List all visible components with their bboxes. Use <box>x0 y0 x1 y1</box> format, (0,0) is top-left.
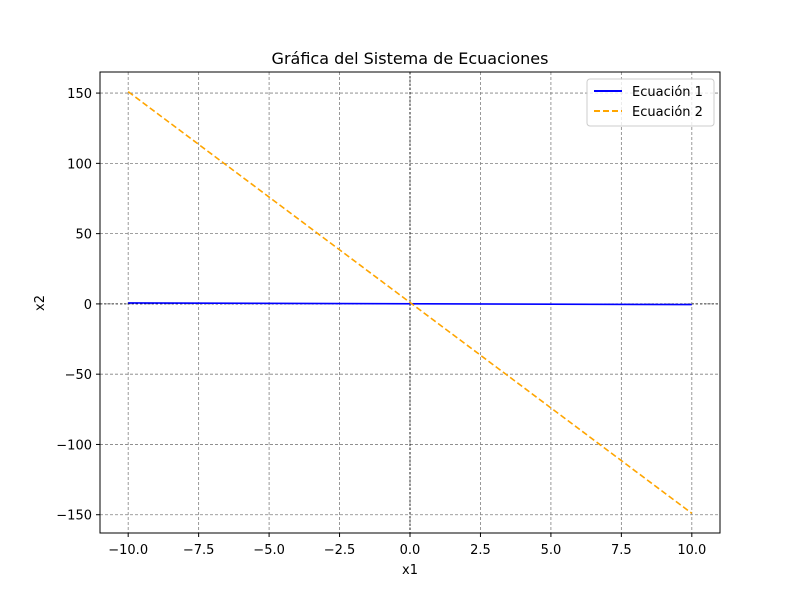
series-line-ecuacion-1 <box>128 302 692 306</box>
chart-title: Gráfica del Sistema de Ecuaciones <box>272 49 549 68</box>
y-axis-ticks: −150 −100 −50 0 50 100 150 <box>56 87 100 524</box>
y-tick-label: 50 <box>75 228 92 243</box>
legend-label-ecuacion-1: Ecuación 1 <box>632 85 703 100</box>
series-line-ecuacion-2 <box>127 91 693 514</box>
x-tick-label: 5.0 <box>541 543 562 558</box>
y-tick-label: 150 <box>67 87 92 102</box>
x-tick-label: 7.5 <box>611 543 632 558</box>
x-tick-label: −5.0 <box>253 543 285 558</box>
x-tick-label: −10.0 <box>108 543 148 558</box>
y-tick-label: −50 <box>65 368 92 383</box>
x-tick-label: 0.0 <box>400 543 421 558</box>
legend: Ecuación 1 Ecuación 2 <box>586 78 715 127</box>
x-axis-ticks: −10.0 −7.5 −5.0 −2.5 0.0 2.5 5.0 7.5 10.0 <box>108 533 706 558</box>
x-axis-label: x1 <box>402 563 418 578</box>
x-tick-label: −2.5 <box>324 543 356 558</box>
y-tick-label: −150 <box>56 509 92 524</box>
legend-label-ecuacion-2: Ecuación 2 <box>632 105 703 120</box>
y-tick-label: 0 <box>84 298 92 313</box>
x-tick-label: −7.5 <box>183 543 215 558</box>
x-tick-label: 2.5 <box>470 543 491 558</box>
y-tick-label: −100 <box>56 438 92 453</box>
series-lines <box>127 91 693 514</box>
y-axis-label: x2 <box>33 295 48 311</box>
y-tick-label: 100 <box>67 157 92 172</box>
x-tick-label: 10.0 <box>677 543 706 558</box>
